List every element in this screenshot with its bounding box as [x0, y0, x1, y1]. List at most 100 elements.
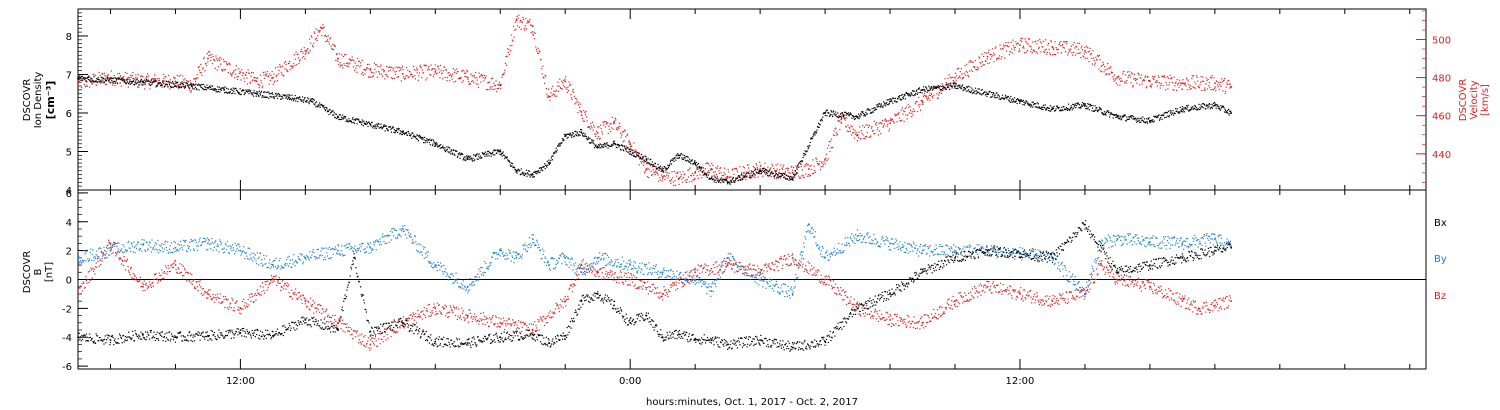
bz-point — [1214, 304, 1216, 307]
density-dot — [338, 118, 340, 120]
velocity-dot — [1120, 77, 1122, 80]
density-dot — [317, 106, 319, 108]
velocity-dot — [1014, 46, 1016, 49]
density-dot — [313, 99, 316, 101]
velocity-dot — [599, 137, 601, 139]
bz-dot — [217, 293, 219, 295]
density-point — [1230, 112, 1232, 114]
density-dot — [319, 102, 321, 104]
density-dot — [566, 137, 568, 139]
velocity-dot — [1040, 42, 1043, 44]
velocity-dot — [840, 121, 842, 123]
density-dot — [496, 149, 499, 151]
bz-dot — [369, 349, 371, 352]
density-dot — [279, 95, 281, 97]
bz-dot — [231, 297, 233, 299]
density-dot — [832, 111, 834, 113]
velocity-dot — [1066, 41, 1068, 43]
density-dot — [249, 90, 252, 92]
velocity-dot — [550, 88, 553, 90]
velocity-dot — [222, 69, 224, 71]
velocity-dot — [952, 80, 954, 82]
velocity-dot — [288, 62, 290, 64]
velocity-dot — [292, 66, 294, 68]
density-dot — [497, 149, 500, 151]
velocity-dot — [895, 114, 898, 116]
density-dot — [572, 133, 574, 135]
velocity-dot — [1143, 78, 1145, 81]
density-dot — [1069, 108, 1071, 110]
velocity-dot — [601, 131, 603, 133]
velocity-dot — [212, 56, 214, 58]
velocity-dot — [1043, 51, 1046, 54]
velocity-dot — [414, 78, 416, 80]
density-dot — [1045, 108, 1047, 110]
bz-dot — [156, 278, 158, 280]
bz-dot — [145, 282, 147, 284]
velocity-dot — [1169, 74, 1171, 76]
density-dot — [534, 171, 536, 173]
velocity-dot — [104, 74, 106, 77]
density-dot — [295, 100, 297, 102]
bz-dot — [139, 279, 141, 282]
bz-dot — [133, 277, 135, 279]
velocity-dot — [1005, 50, 1008, 52]
bz-dot — [233, 310, 236, 312]
velocity-dot — [1126, 71, 1129, 73]
velocity-dot — [306, 50, 308, 52]
density-dot — [121, 78, 123, 80]
bz-dot — [196, 281, 198, 283]
density-dot — [967, 90, 969, 92]
velocity-dot — [1037, 40, 1039, 42]
velocity-dot — [159, 82, 162, 84]
velocity-dot — [832, 134, 834, 136]
bz-dot — [250, 300, 252, 302]
density-dot — [869, 112, 872, 114]
velocity-dot — [504, 62, 506, 64]
density-dot — [703, 173, 705, 175]
velocity-dot — [744, 174, 746, 176]
density-dot — [962, 90, 964, 92]
density-dot — [706, 176, 708, 178]
velocity-dot — [857, 135, 859, 137]
velocity-dot — [581, 115, 583, 117]
velocity-dot — [411, 73, 413, 76]
velocity-dot — [819, 168, 822, 171]
velocity-dot — [843, 114, 845, 116]
density-dot — [1220, 105, 1222, 107]
density-dot — [586, 137, 588, 140]
bz-dot — [120, 263, 123, 265]
velocity-dot — [992, 54, 994, 56]
velocity-dot — [89, 86, 91, 88]
density-dot — [241, 90, 243, 92]
density-dot — [111, 77, 113, 79]
bz-dot — [90, 267, 92, 269]
density-dot — [447, 151, 449, 153]
velocity-dot — [310, 35, 312, 37]
bz-dot — [200, 286, 202, 288]
velocity-dot — [759, 165, 761, 167]
velocity-point — [499, 84, 502, 87]
velocity-dot — [330, 45, 332, 47]
density-dot — [1028, 104, 1031, 107]
velocity-dot — [963, 76, 965, 79]
velocity-dot — [1226, 83, 1229, 86]
density-dot — [1156, 116, 1158, 119]
velocity-dot — [643, 172, 646, 174]
density-dot — [984, 91, 986, 93]
velocity-dot — [982, 64, 984, 66]
velocity-dot — [252, 79, 254, 81]
bz-dot — [124, 269, 127, 271]
velocity-dot — [1192, 75, 1195, 77]
velocity-dot — [656, 171, 658, 174]
bz-dot — [332, 315, 334, 317]
velocity-dot — [1085, 45, 1088, 47]
density-dot — [248, 89, 251, 91]
velocity-dot — [281, 73, 283, 75]
velocity-dot — [1116, 84, 1119, 86]
velocity-dot — [362, 71, 364, 74]
velocity-dot — [386, 75, 388, 77]
bz-dot — [257, 292, 259, 295]
bz-dot — [82, 281, 84, 283]
velocity-dot — [926, 99, 929, 101]
